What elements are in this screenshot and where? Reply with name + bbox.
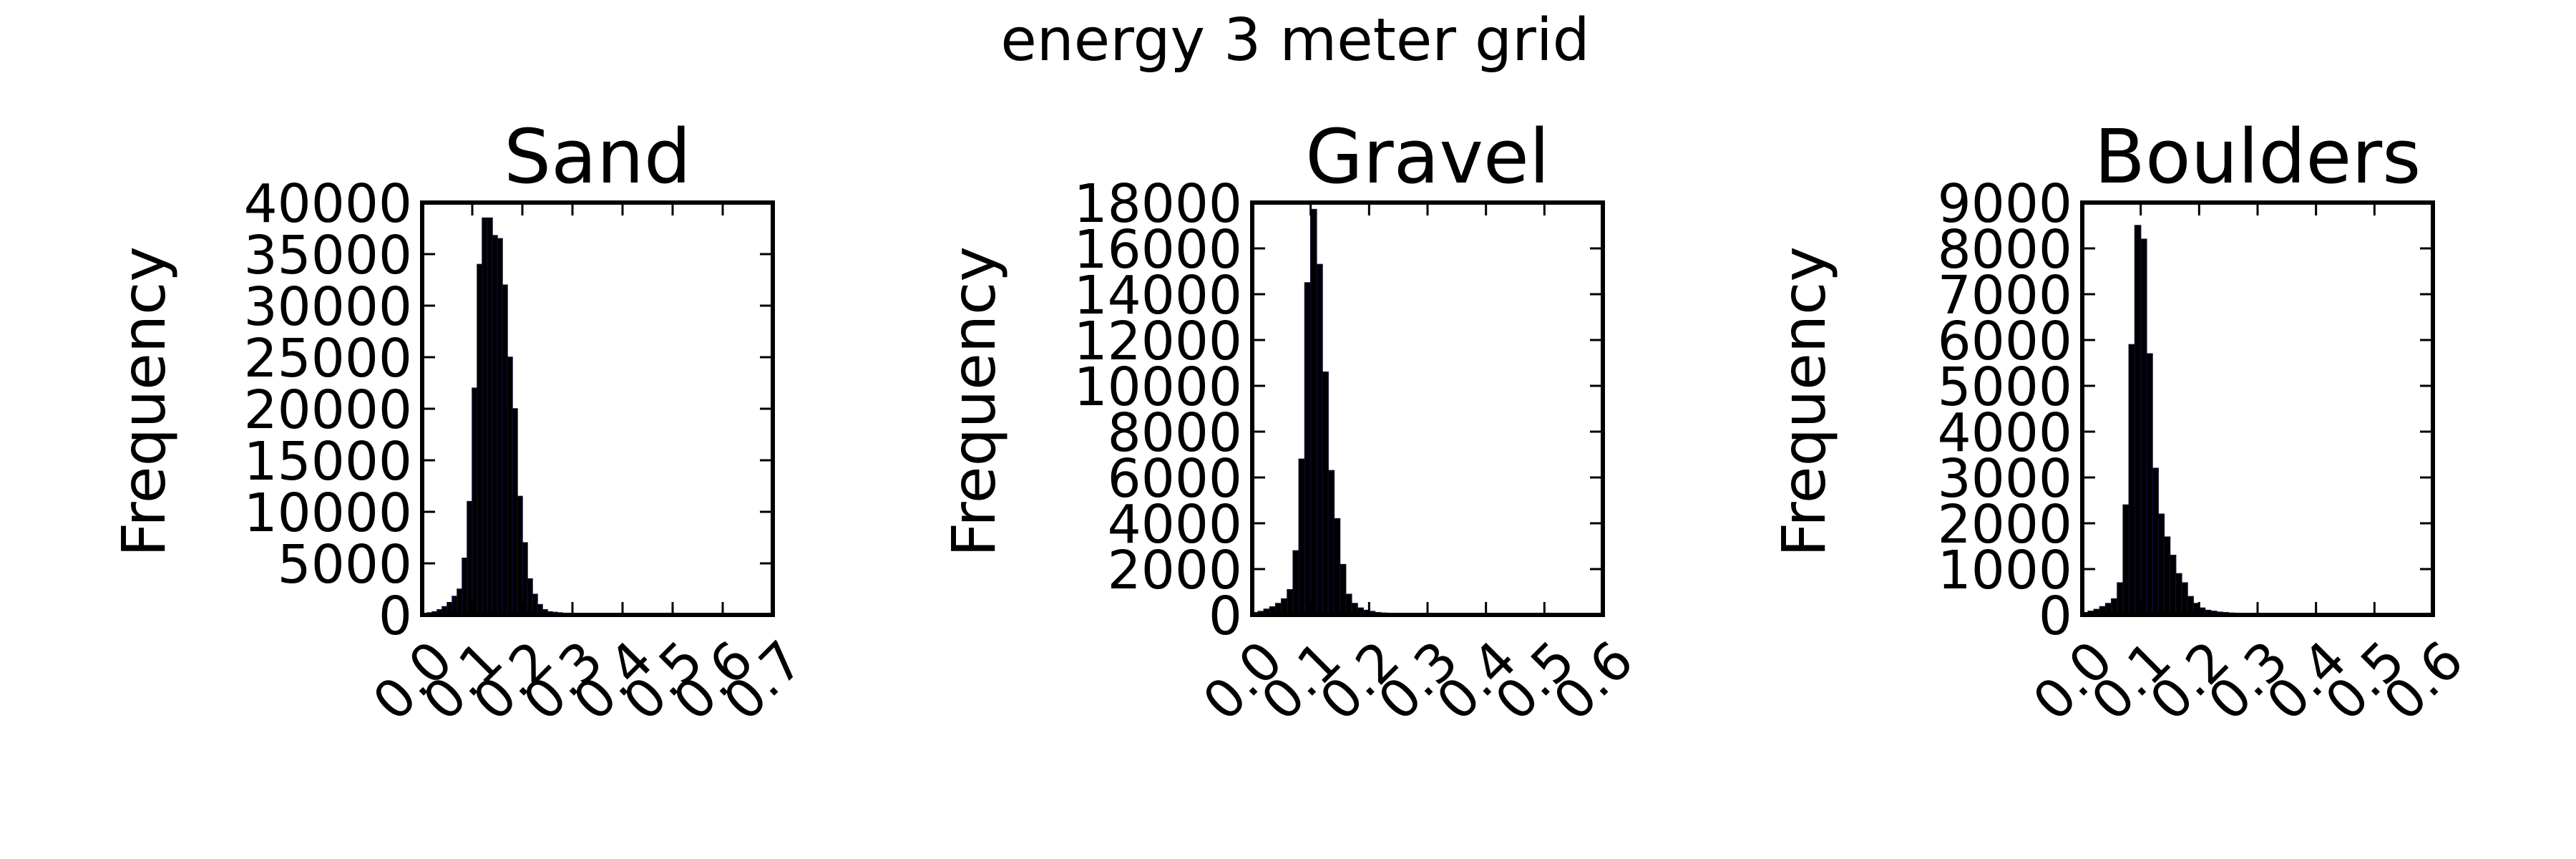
sand-ytick-label: 30000	[244, 276, 412, 338]
boulders-bars	[2082, 225, 2352, 616]
sand-bar	[487, 217, 493, 616]
gravel-bar	[1309, 208, 1317, 616]
sand-ytick-label: 35000	[244, 225, 412, 286]
sand-bar	[527, 578, 533, 616]
boulders-bar	[2117, 582, 2124, 616]
gravel-ytick-label: 4000	[1108, 494, 1242, 555]
boulders-ytick-label: 2000	[1938, 494, 2072, 555]
gravel-bar	[1345, 593, 1352, 616]
sand-ytick-label: 0	[379, 586, 412, 647]
gravel-ytick-label: 16000	[1074, 219, 1242, 281]
gravel-bar	[1322, 372, 1329, 616]
boulders-ytick-label: 3000	[1938, 448, 2072, 510]
sand-ytick-label: 40000	[244, 173, 412, 235]
gravel-ytick-label: 8000	[1108, 402, 1242, 464]
gravel-bar	[1304, 282, 1312, 616]
gravel-ylabel: Frequency	[939, 246, 1009, 557]
boulders-bar	[2169, 555, 2177, 616]
sand-bar	[452, 596, 458, 616]
boulders-panel: 01000200030004000500060007000800090000.0…	[1769, 113, 2475, 732]
boulders-bar	[2111, 598, 2118, 616]
sand-bar	[467, 500, 473, 616]
gravel-bar	[1298, 458, 1306, 616]
gravel-bars	[1252, 208, 1522, 616]
boulders-bar	[2140, 238, 2147, 616]
boulders-bar	[2157, 513, 2165, 616]
sand-title: Sand	[504, 113, 691, 200]
gravel-bar	[1287, 589, 1294, 616]
gravel-title: Gravel	[1305, 113, 1550, 200]
sand-bar	[477, 263, 483, 616]
boulders-ytick-label: 9000	[1938, 173, 2072, 235]
gravel-ytick-label: 6000	[1108, 448, 1242, 510]
sand-bar	[502, 284, 508, 616]
sand-bar	[507, 356, 513, 616]
gravel-panel: 0200040006000800010000120001400016000180…	[939, 113, 1645, 732]
gravel-ytick-label: 2000	[1108, 540, 1242, 601]
boulders-ytick-label: 0	[2039, 586, 2072, 647]
boulders-bar	[2128, 344, 2136, 616]
gravel-bar	[1281, 598, 1288, 616]
sand-ytick-label: 5000	[278, 534, 412, 596]
sand-ytick-label: 25000	[244, 328, 412, 389]
sand-ytick-label: 15000	[244, 431, 412, 492]
sand-bar	[457, 588, 463, 616]
figure-title: energy 3 meter grid	[1000, 6, 1589, 74]
boulders-bar	[2163, 536, 2171, 616]
gravel-ytick-label: 12000	[1074, 311, 1242, 372]
boulders-ylabel: Frequency	[1769, 246, 1839, 557]
boulders-ytick-label: 7000	[1938, 265, 2072, 326]
sand-panel: 0500010000150002000025000300003500040000…	[109, 113, 815, 732]
gravel-bar	[1327, 470, 1335, 616]
sand-bar	[532, 593, 538, 616]
sand-bars	[421, 217, 678, 616]
sand-bar	[472, 387, 478, 616]
sand-ytick-label: 20000	[244, 379, 412, 441]
boulders-bar	[2175, 573, 2182, 616]
boulders-bar	[2146, 353, 2153, 616]
sand-bar	[517, 495, 523, 616]
gravel-ytick-label: 10000	[1074, 356, 1242, 418]
boulders-bar	[2134, 225, 2142, 616]
boulders-bar	[2181, 582, 2188, 616]
sand-bar	[512, 408, 518, 616]
boulders-bar	[2122, 504, 2130, 616]
gravel-bar	[1333, 518, 1341, 616]
boulders-bar	[2187, 596, 2194, 616]
gravel-ytick-label: 18000	[1074, 173, 1242, 235]
boulders-ytick-label: 8000	[1938, 219, 2072, 281]
gravel-ytick-label: 14000	[1074, 265, 1242, 326]
sand-bar	[482, 217, 488, 616]
subplots: 0500010000150002000025000300003500040000…	[109, 113, 2475, 732]
sand-ylabel: Frequency	[109, 246, 179, 557]
gravel-bar	[1316, 263, 1323, 616]
sand-bar	[462, 558, 468, 616]
gravel-bar	[1292, 550, 1300, 616]
boulders-ytick-label: 6000	[1938, 311, 2072, 372]
sand-ytick-label: 10000	[244, 482, 412, 544]
sand-bar	[492, 235, 498, 616]
sand-bar	[497, 238, 503, 616]
boulders-ytick-label: 1000	[1938, 540, 2072, 601]
boulders-ytick-label: 5000	[1938, 356, 2072, 418]
gravel-ytick-label: 0	[1209, 586, 1242, 647]
gravel-bar	[1339, 563, 1347, 616]
boulders-bar	[2152, 467, 2159, 616]
boulders-ytick-label: 4000	[1938, 402, 2072, 464]
boulders-title: Boulders	[2094, 113, 2421, 200]
